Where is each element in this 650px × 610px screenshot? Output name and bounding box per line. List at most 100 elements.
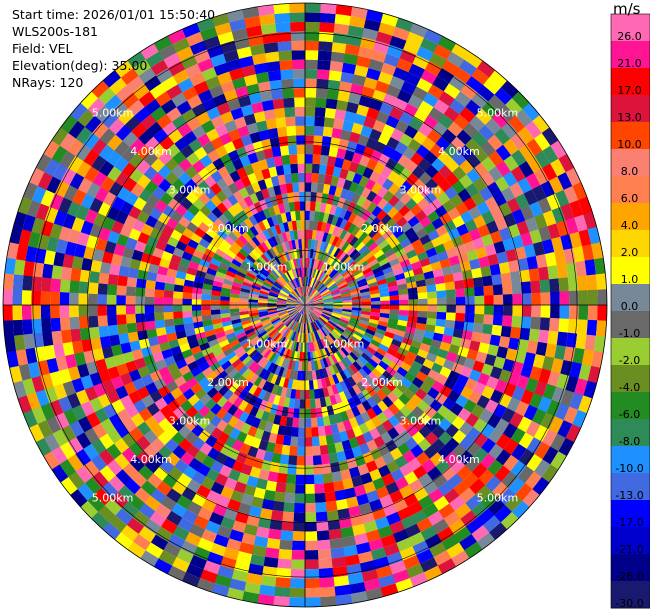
gate-cell: [217, 243, 229, 254]
gate-cell: [306, 342, 310, 353]
gate-cell: [349, 319, 359, 326]
gate-cell: [305, 191, 312, 202]
gate-cell: [178, 424, 192, 439]
gate-cell: [392, 26, 411, 41]
gate-cell: [338, 349, 347, 359]
gate-cell: [309, 267, 313, 278]
gate-cell: [526, 138, 543, 157]
gate-cell: [59, 279, 71, 293]
gate-cell: [271, 269, 280, 279]
gate-cell: [267, 206, 276, 217]
gate-cell: [317, 271, 324, 281]
gate-cell: [317, 59, 331, 71]
gate-cell: [241, 591, 260, 604]
gate-cell: [159, 341, 171, 352]
gate-cell: [379, 291, 390, 298]
gate-cell: [578, 395, 593, 414]
gate-cell: [295, 302, 305, 305]
gate-cell: [328, 234, 336, 245]
gate-cell: [328, 224, 336, 235]
gate-cell: [328, 284, 338, 291]
gate-cell: [187, 360, 199, 372]
gate-cell: [518, 161, 534, 178]
gate-cell: [295, 305, 305, 308]
gate-cell: [451, 235, 464, 248]
gate-cell: [305, 305, 311, 314]
gate-cell: [533, 424, 549, 443]
gate-cell: [136, 144, 152, 160]
gate-cell: [347, 223, 357, 234]
gate-cell: [466, 168, 481, 184]
gate-cell: [301, 238, 306, 249]
gate-cell: [578, 305, 589, 321]
gate-cell: [305, 69, 318, 79]
gate-cell: [388, 290, 399, 297]
gate-cell: [542, 383, 557, 400]
gate-cell: [342, 478, 354, 490]
gate-cell: [119, 394, 134, 409]
gate-cell: [385, 380, 397, 392]
gate-cell: [231, 569, 249, 582]
gate-cell: [456, 223, 469, 237]
gate-cell: [297, 267, 301, 278]
gate-cell: [305, 297, 312, 305]
gate-cell: [239, 55, 255, 68]
gate-cell: [356, 493, 370, 506]
gate-cell: [312, 292, 320, 300]
gate-cell: [265, 157, 276, 169]
gate-cell: [282, 316, 291, 323]
gate-cell: [22, 319, 33, 335]
gate-cell: [322, 275, 331, 284]
gate-cell: [271, 146, 282, 158]
gate-cell: [343, 210, 353, 221]
gate-cell: [190, 366, 203, 377]
gate-cell: [173, 291, 183, 299]
gate-cell: [494, 379, 508, 394]
gate-cell: [531, 305, 541, 318]
gate-cell: [83, 349, 96, 364]
gate-cell: [381, 356, 393, 367]
gate-cell: [325, 265, 333, 275]
gate-cell: [237, 502, 252, 515]
gate-cell: [119, 224, 133, 238]
gate-cell: [439, 232, 452, 244]
gate-cell: [144, 180, 159, 195]
gate-cell: [154, 312, 165, 321]
gate-cell: [62, 213, 77, 230]
gate-cell: [422, 92, 439, 108]
gate-cell: [263, 251, 272, 261]
gate-cell: [550, 305, 560, 319]
gate-cell: [361, 569, 379, 582]
gate-cell: [420, 37, 439, 53]
gate-cell: [165, 452, 181, 467]
gate-cell: [414, 354, 426, 366]
gate-cell: [244, 414, 256, 426]
gate-cell: [332, 307, 343, 311]
gate-cell: [351, 373, 361, 385]
gate-cell: [293, 229, 299, 240]
gate-cell: [254, 408, 265, 420]
range-label: 3.00km: [400, 184, 442, 197]
gate-cell: [264, 323, 274, 331]
gate-cell: [106, 134, 123, 151]
gate-cell: [171, 557, 190, 573]
gate-cell: [246, 330, 256, 339]
range-label: 4.00km: [130, 453, 172, 466]
gate-cell: [35, 389, 50, 407]
gate-cell: [305, 40, 320, 51]
gate-cell: [125, 237, 138, 250]
gate-cell: [305, 125, 315, 136]
gate-cell: [314, 305, 324, 307]
gate-cell: [383, 53, 400, 68]
gate-cell: [274, 586, 291, 598]
gate-cell: [202, 216, 214, 228]
gate-cell: [314, 259, 320, 270]
gate-cell: [277, 335, 285, 345]
gate-cell: [412, 465, 428, 480]
gate-cell: [319, 251, 326, 261]
gate-cell: [480, 333, 492, 345]
gate-cell: [305, 305, 310, 314]
gate-cell: [150, 423, 165, 438]
gate-cell: [291, 290, 299, 299]
gate-cell: [380, 534, 397, 548]
